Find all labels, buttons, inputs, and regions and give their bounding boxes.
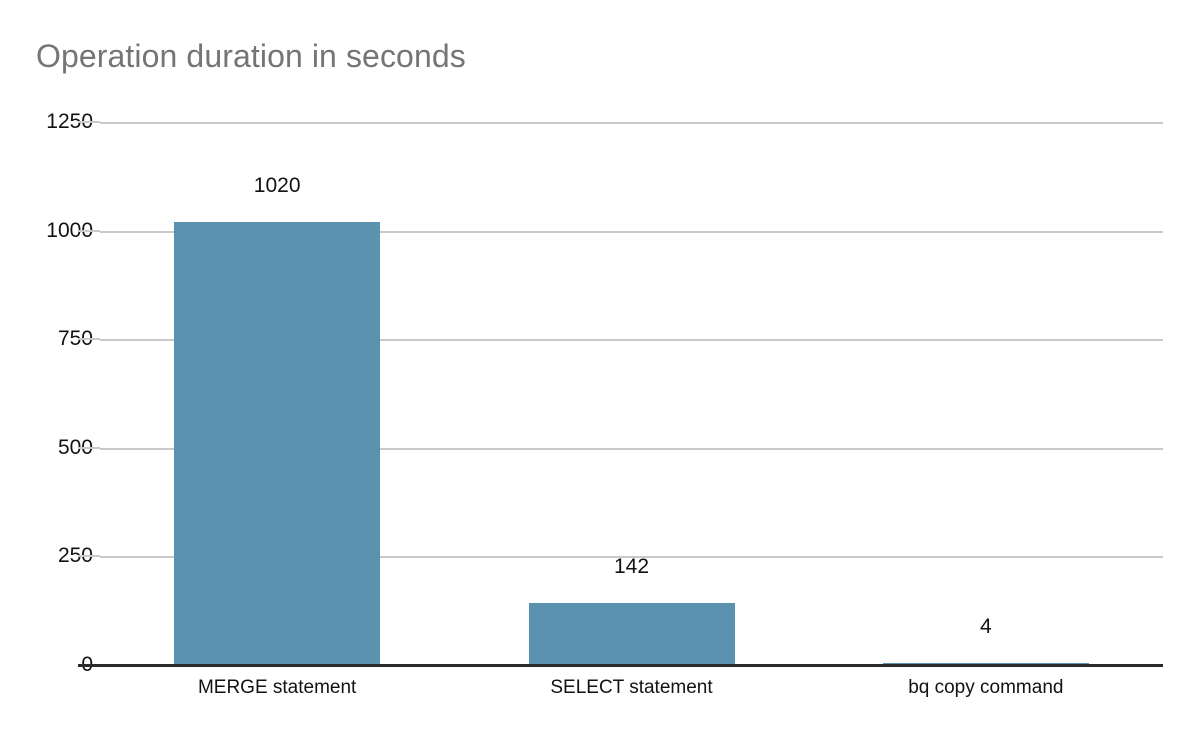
gridline: [100, 230, 1163, 233]
x-axis-line: [100, 664, 1163, 667]
bar-value-label: 4: [979, 615, 992, 639]
y-axis-tick-label: 250: [57, 544, 93, 568]
x-axis-category-label: MERGE statement: [197, 677, 357, 698]
bar-value-label: 1020: [253, 173, 301, 197]
chart-title: Operation duration in seconds: [36, 38, 466, 74]
y-axis-tick-mark: [78, 229, 100, 232]
y-axis-tick-mark: [78, 338, 100, 341]
y-axis-tick-mark: [78, 664, 100, 667]
x-axis-category-label: SELECT statement: [550, 677, 713, 698]
y-axis-tick-label: 1000: [46, 218, 93, 242]
y-axis-tick-mark: [78, 555, 100, 558]
gridline: [100, 556, 1163, 559]
gridline: [100, 447, 1163, 450]
x-axis-category-label: bq copy command: [908, 677, 1064, 698]
y-axis-tick-mark: [78, 446, 100, 449]
plot-area: [78, 121, 1163, 667]
y-axis-tick-label: 750: [57, 327, 93, 351]
bar-value-label: 142: [613, 555, 650, 579]
gridline: [100, 339, 1163, 342]
bar[interactable]: [528, 603, 735, 665]
y-axis-tick-label: 500: [57, 435, 93, 459]
y-axis-tick-label: 1250: [46, 110, 93, 133]
gridline: [100, 122, 1163, 124]
y-axis-tick-mark: [78, 121, 100, 123]
bar[interactable]: [174, 221, 381, 665]
